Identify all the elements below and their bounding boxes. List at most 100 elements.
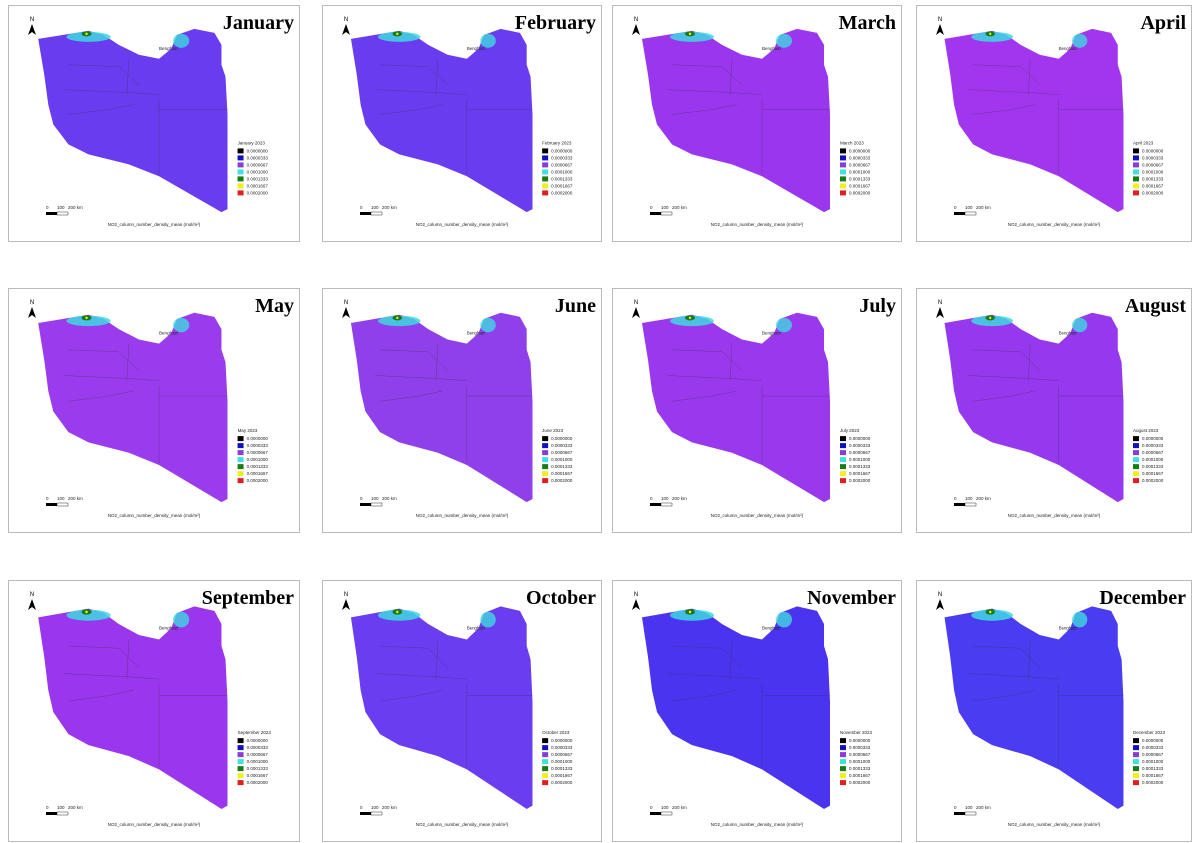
scale-label: 200 km (68, 205, 83, 210)
legend-swatch (1133, 443, 1139, 448)
scale-label: 100 (661, 496, 669, 501)
legend-value: 0.0001333 (849, 766, 871, 771)
legend-value: 0.0000333 (849, 745, 871, 750)
legend-swatch (238, 766, 244, 771)
north-label: N (634, 300, 638, 306)
legend-value: 0.0001000 (247, 457, 269, 462)
place-label: Benghazi (159, 330, 178, 335)
legend-swatch (542, 148, 548, 153)
legend-swatch (238, 190, 244, 195)
legend-swatch (542, 443, 548, 448)
map-panel: BenghaziOctoberNOctober 20230.00000000.0… (323, 581, 602, 842)
legend-swatch (840, 148, 846, 153)
map-panel: BenghaziJulyNJuly 20230.00000000.0000333… (613, 289, 902, 533)
legend-swatch (542, 162, 548, 167)
north-label: N (634, 592, 638, 598)
legend-value: 0.0000333 (247, 443, 269, 448)
legend-swatch (840, 759, 846, 764)
legend-swatch (1133, 738, 1139, 743)
map-panel: BenghaziNovemberNNovember 20230.00000000… (613, 581, 902, 842)
scale-label: 200 km (976, 496, 991, 501)
legend-swatch (542, 155, 548, 160)
legend-value: 0.0001333 (1142, 464, 1164, 469)
legend-value: 0.0001333 (247, 766, 269, 771)
legend-title: September 2023 (238, 730, 272, 735)
month-title: July (859, 295, 896, 317)
scale-label: 200 km (672, 805, 687, 810)
north-label: N (938, 300, 942, 306)
legend-value: 0.0000333 (551, 443, 573, 448)
legend-swatch (1133, 450, 1139, 455)
month-title: February (515, 12, 596, 34)
legend-swatch (542, 183, 548, 188)
caption: NO2_column_number_density_mean (mol/m²) (416, 513, 509, 518)
legend-value: 0.0000667 (849, 450, 871, 455)
coastal-peak (85, 611, 87, 614)
scale-label: 200 km (672, 496, 687, 501)
legend-title: November 2023 (840, 730, 873, 735)
legend-value: 0.0000333 (247, 745, 269, 750)
legend-value: 0.0002000 (849, 780, 871, 785)
legend-value: 0.0000000 (849, 436, 871, 441)
place-label: Benghazi (762, 46, 781, 51)
north-label: N (344, 592, 348, 598)
legend-value: 0.0002000 (551, 190, 573, 195)
scale-bar-white (661, 812, 672, 815)
legend-value: 0.0001000 (551, 759, 573, 764)
legend-swatch (1133, 169, 1139, 174)
legend-swatch (1133, 478, 1139, 483)
caption: NO2_column_number_density_mean (mol/m²) (711, 222, 804, 227)
north-label: N (938, 17, 942, 23)
legend-title: October 2023 (542, 730, 570, 735)
legend-value: 0.0000667 (1142, 162, 1164, 167)
coastal-peak (989, 33, 991, 35)
legend-value: 0.0001000 (247, 759, 269, 764)
legend-title: January 2023 (238, 140, 266, 145)
month-title: March (839, 12, 896, 34)
scale-bar-white (371, 212, 382, 215)
legend-value: 0.0001667 (849, 471, 871, 476)
legend-value: 0.0001667 (551, 183, 573, 188)
legend-swatch (238, 436, 244, 441)
caption: NO2_column_number_density_mean (mol/m²) (108, 222, 201, 227)
legend-title: December 2023 (1133, 730, 1166, 735)
north-label: N (344, 300, 348, 306)
legend-swatch (542, 190, 548, 195)
place-label: Benghazi (1059, 46, 1077, 51)
place-label: Benghazi (762, 330, 781, 335)
legend-swatch (238, 443, 244, 448)
legend-swatch (1133, 155, 1139, 160)
map-panel: BenghaziMayNMay 20230.00000000.00003330.… (9, 289, 300, 533)
legend-value: 0.0001333 (551, 766, 573, 771)
legend-swatch (238, 148, 244, 153)
place-label: Benghazi (159, 46, 178, 51)
legend-swatch (238, 745, 244, 750)
legend-swatch (840, 162, 846, 167)
legend-swatch (840, 478, 846, 483)
legend-swatch (542, 176, 548, 181)
legend-swatch (542, 759, 548, 764)
legend-value: 0.0002000 (1142, 780, 1164, 785)
north-label: N (938, 592, 942, 598)
map-panel: BenghaziAprilNApril 20230.00000000.00003… (917, 6, 1192, 242)
scale-label: 200 km (976, 205, 991, 210)
scale-bar-black (954, 503, 965, 506)
legend-value: 0.0000333 (1142, 155, 1164, 160)
coastal-peak (396, 33, 398, 35)
legend-value: 0.0000000 (551, 436, 573, 441)
north-label: N (344, 17, 348, 23)
scale-label: 100 (965, 205, 973, 210)
legend-swatch (840, 155, 846, 160)
legend-value: 0.0002000 (247, 190, 269, 195)
legend-swatch (542, 738, 548, 743)
month-title: January (223, 12, 294, 34)
legend-swatch (238, 478, 244, 483)
legend-value: 0.0000000 (247, 738, 269, 743)
scale-bar-white (965, 503, 976, 506)
scale-label: 100 (661, 205, 669, 210)
legend-value: 0.0000667 (551, 752, 573, 757)
month-title: June (555, 295, 596, 317)
legend-swatch (238, 457, 244, 462)
